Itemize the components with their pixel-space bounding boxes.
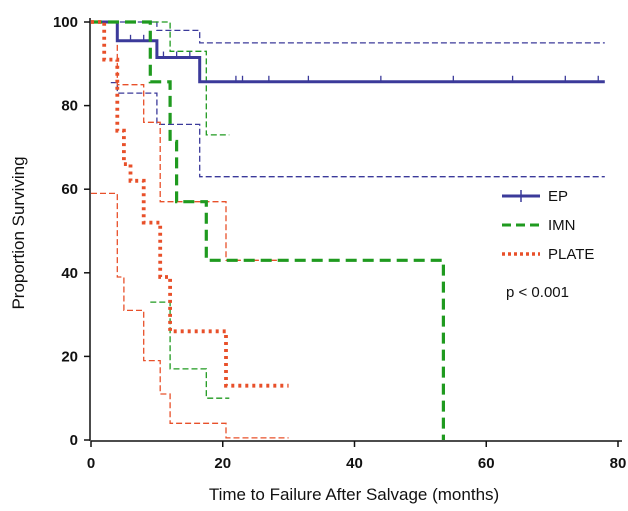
axes: 0 20 40 60 80 0 20 40 60 80 100 xyxy=(53,14,626,472)
legend-label-ep: EP xyxy=(548,188,568,205)
x-axis-title: Time to Failure After Salvage (months) xyxy=(209,485,499,504)
x-tick-label: 60 xyxy=(478,455,495,472)
imn-ci-lower-line xyxy=(150,301,230,399)
y-tick-label: 100 xyxy=(53,14,78,31)
plate-ci-upper-line xyxy=(104,21,289,261)
survival-curve-layer xyxy=(91,20,605,440)
y-axis-title: Proportion Surviving xyxy=(9,156,28,309)
p-value-annotation: p < 0.001 xyxy=(506,284,569,301)
x-ticks: 0 20 40 60 80 xyxy=(87,441,627,472)
x-tick-label: 80 xyxy=(610,455,627,472)
confidence-interval-layer xyxy=(91,21,605,439)
plate-survival-curve xyxy=(91,20,289,388)
y-tick-label: 40 xyxy=(61,265,78,282)
y-tick-label: 0 xyxy=(70,432,78,449)
plate-ci-lower-line xyxy=(91,192,289,439)
censor-marks-layer xyxy=(129,34,599,83)
x-tick-label: 0 xyxy=(87,455,95,472)
legend-label-imn: IMN xyxy=(548,217,576,234)
x-tick-label: 40 xyxy=(346,455,363,472)
ep-survival-curve xyxy=(91,20,605,84)
legend-label-plate: PLATE xyxy=(548,246,594,263)
y-tick-label: 20 xyxy=(61,348,78,365)
y-tick-label: 80 xyxy=(61,98,78,115)
ep-ci-lower-line xyxy=(110,81,605,178)
imn-ci-upper-line xyxy=(143,21,230,136)
imn-survival-curve xyxy=(91,20,445,440)
x-tick-label: 20 xyxy=(214,455,231,472)
legend: EP IMN PLATE xyxy=(502,188,594,263)
y-tick-label: 60 xyxy=(61,181,78,198)
y-ticks: 0 20 40 60 80 100 xyxy=(53,14,90,449)
ep-ci-upper-line xyxy=(110,21,605,44)
